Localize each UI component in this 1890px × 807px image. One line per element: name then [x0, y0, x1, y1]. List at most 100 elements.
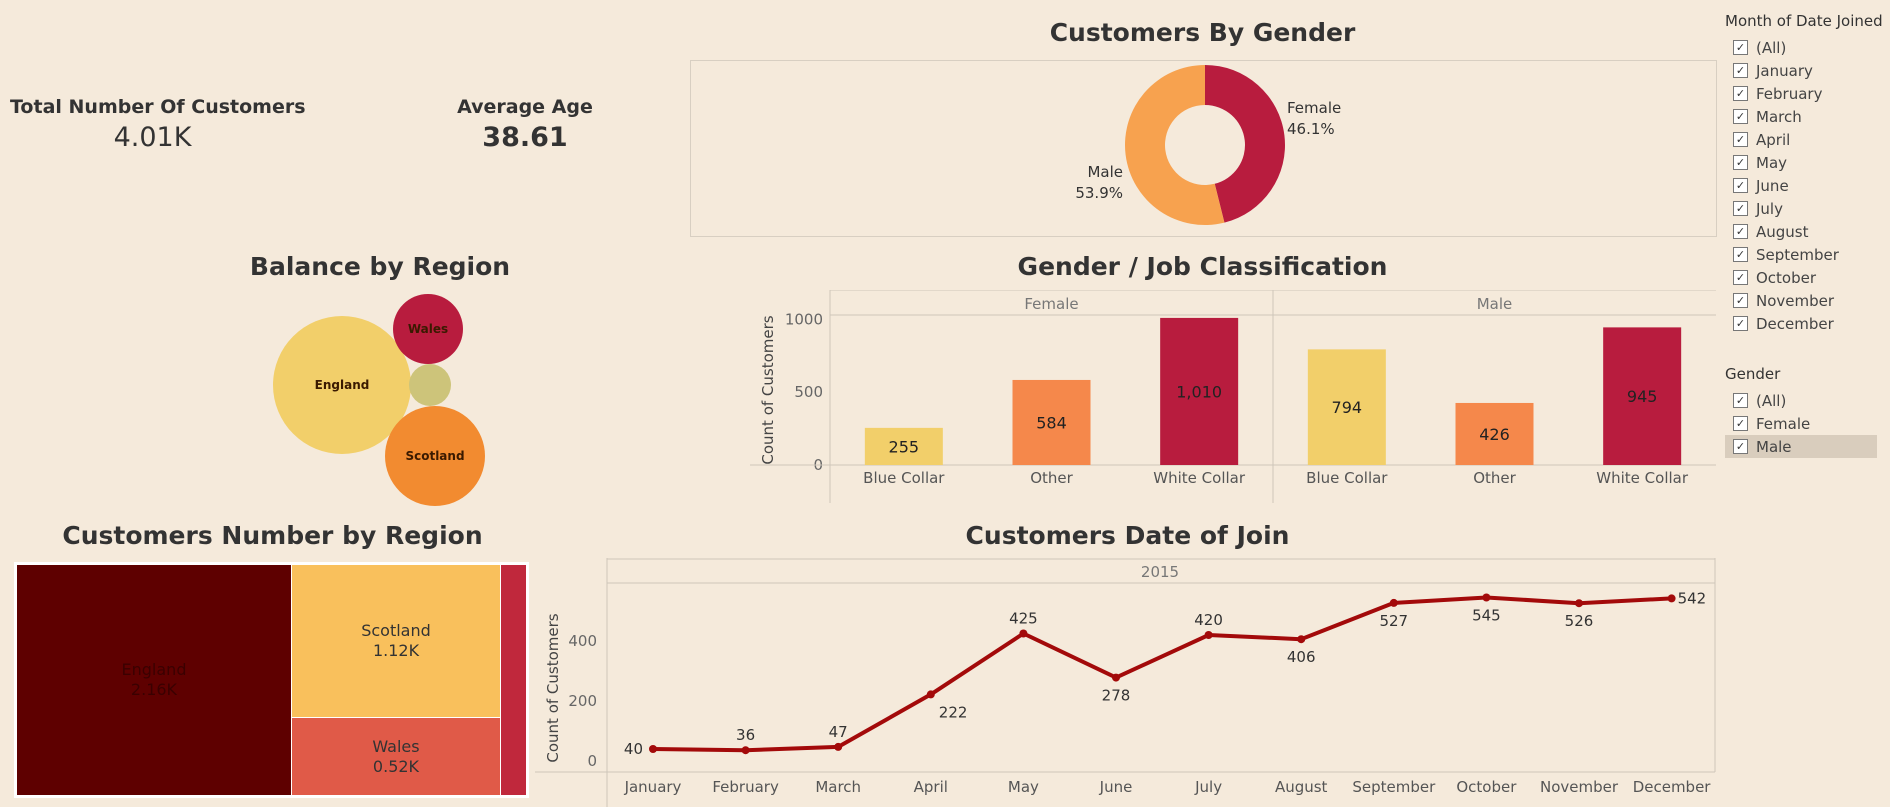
total-customers-value: 4.01K [113, 122, 192, 153]
line-point-april[interactable] [926, 690, 935, 699]
job-xtick: White Collar [1596, 469, 1689, 487]
month-filter-option-august[interactable]: ✓ August [1725, 220, 1877, 243]
job-bar-female-white-collar[interactable] [1160, 317, 1239, 465]
treemap-cell-england[interactable]: England 2.16K [17, 565, 291, 795]
gender-filter-list: ✓ (All) ✓ Female ✓ Male [1725, 389, 1877, 458]
month-filter-option-june[interactable]: ✓ June [1725, 174, 1877, 197]
month-filter-option-label: July [1756, 199, 1783, 218]
line-point-september[interactable] [1389, 598, 1398, 607]
month-filter-option-november[interactable]: ✓ November [1725, 289, 1877, 312]
job-xtick: White Collar [1153, 469, 1246, 487]
job-ylabel: Count of Customers [759, 315, 777, 464]
job-bar-male-white-collar[interactable] [1603, 327, 1682, 465]
line-point-august[interactable] [1297, 635, 1306, 644]
job-chart-title: Gender / Job Classification [1017, 252, 1388, 281]
line-point-march[interactable] [834, 742, 843, 751]
bubble-wales[interactable] [393, 294, 463, 364]
job-bar-label: 794 [1332, 398, 1363, 417]
job-bar-male-blue-collar[interactable] [1307, 349, 1386, 465]
line-xtick: June [1099, 778, 1133, 796]
line-point-may[interactable] [1019, 629, 1028, 638]
checkbox-checked-icon[interactable]: ✓ [1733, 270, 1748, 285]
month-filter-option-label: October [1756, 268, 1817, 287]
line-header-year: 2015 [1141, 563, 1179, 581]
checkbox-checked-icon[interactable]: ✓ [1733, 293, 1748, 308]
line-point-label: 526 [1565, 612, 1594, 630]
month-filter-option-may[interactable]: ✓ May [1725, 151, 1877, 174]
bubble-scotland[interactable] [385, 406, 485, 506]
checkbox-checked-icon[interactable]: ✓ [1733, 86, 1748, 101]
job-xtick: Other [1030, 469, 1073, 487]
checkbox-checked-icon[interactable]: ✓ [1733, 178, 1748, 193]
month-filter-option-label: April [1756, 130, 1791, 149]
checkbox-checked-icon[interactable]: ✓ [1733, 63, 1748, 78]
donut-label-female: Female [1287, 99, 1341, 117]
month-filter-option-october[interactable]: ✓ October [1725, 266, 1877, 289]
checkbox-checked-icon[interactable]: ✓ [1733, 416, 1748, 431]
line-point-january[interactable] [649, 745, 657, 753]
month-filter-option-march[interactable]: ✓ March [1725, 105, 1877, 128]
checkbox-checked-icon[interactable]: ✓ [1733, 439, 1748, 454]
month-filter-option-label: September [1756, 245, 1839, 264]
checkbox-checked-icon[interactable]: ✓ [1733, 393, 1748, 408]
job-xtick: Blue Collar [1306, 469, 1388, 487]
donut-slice-female[interactable] [1205, 65, 1285, 223]
checkbox-checked-icon[interactable]: ✓ [1733, 155, 1748, 170]
month-filter-option-july[interactable]: ✓ July [1725, 197, 1877, 220]
line-xtick: July [1194, 778, 1222, 796]
line-xtick: November [1540, 778, 1619, 796]
job-bar-male-other[interactable] [1455, 402, 1534, 465]
line-xtick: April [914, 778, 948, 796]
month-filter-option-april[interactable]: ✓ April [1725, 128, 1877, 151]
bubble-england[interactable] [273, 316, 411, 454]
line-point-november[interactable] [1575, 599, 1583, 608]
line-point-october[interactable] [1482, 593, 1491, 602]
line-xtick: October [1456, 778, 1517, 796]
checkbox-checked-icon[interactable]: ✓ [1733, 201, 1748, 216]
job-bar-female-blue-collar[interactable] [864, 427, 943, 465]
job-bar-chart: Count of Customers05001000Female255Blue … [750, 290, 1716, 503]
job-bar-label: 945 [1627, 387, 1658, 406]
month-filter-option-february[interactable]: ✓ February [1725, 82, 1877, 105]
line-point-label: 527 [1379, 612, 1408, 630]
treemap-cell-wales[interactable]: Wales 0.52K [292, 718, 500, 795]
job-bar-female-other[interactable] [1012, 379, 1091, 465]
line-point-february[interactable] [741, 746, 750, 755]
checkbox-checked-icon[interactable]: ✓ [1733, 316, 1748, 331]
checkbox-checked-icon[interactable]: ✓ [1733, 132, 1748, 147]
checkbox-checked-icon[interactable]: ✓ [1733, 40, 1748, 55]
line-point-june[interactable] [1112, 673, 1120, 682]
month-filter-option-september[interactable]: ✓ September [1725, 243, 1877, 266]
line-ytick: 200 [568, 692, 597, 710]
line-xtick: December [1633, 778, 1712, 796]
job-bar-label: 584 [1036, 413, 1067, 432]
donut-percent-male: 53.9% [1075, 184, 1123, 202]
gender-filter-option-female[interactable]: ✓ Female [1725, 412, 1877, 435]
month-filter-option-january[interactable]: ✓ January [1725, 59, 1877, 82]
month-filter-option-label: May [1756, 153, 1788, 172]
region-count-title: Customers Number by Region [62, 521, 483, 550]
bubble-unlabeled[interactable] [409, 364, 451, 406]
treemap-cell-scotland[interactable]: Scotland 1.12K [292, 565, 500, 717]
month-filter-option-december[interactable]: ✓ December [1725, 312, 1877, 335]
gender-filter-option-male[interactable]: ✓ Male [1725, 435, 1877, 458]
line-point-label: 40 [624, 740, 643, 758]
line-point-july[interactable] [1204, 631, 1213, 639]
month-filter-option-label: December [1756, 314, 1834, 333]
treemap-cell-other[interactable] [501, 565, 526, 795]
checkbox-checked-icon[interactable]: ✓ [1733, 224, 1748, 239]
job-ytick: 500 [794, 383, 823, 401]
line-point-label: 420 [1194, 611, 1223, 629]
balance-chart-title: Balance by Region [249, 252, 511, 281]
line-point-december[interactable] [1667, 594, 1676, 603]
month-filter-option-label: February [1756, 84, 1823, 103]
checkbox-checked-icon[interactable]: ✓ [1733, 109, 1748, 124]
job-panel-header-female: Female [1024, 295, 1078, 313]
line-ytick: 400 [568, 632, 597, 650]
line-point-label: 36 [736, 726, 755, 744]
checkbox-checked-icon[interactable]: ✓ [1733, 247, 1748, 262]
donut-slice-male[interactable] [1125, 65, 1225, 225]
month-filter-option-all[interactable]: ✓ (All) [1725, 36, 1877, 59]
treemap-label-england: England 2.16K [121, 660, 187, 699]
gender-filter-option-all[interactable]: ✓ (All) [1725, 389, 1877, 412]
